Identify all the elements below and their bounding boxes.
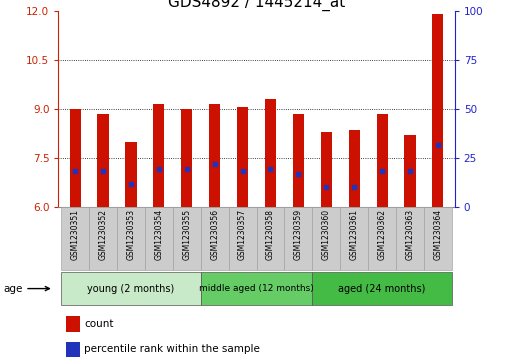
Bar [201, 272, 312, 305]
Text: middle aged (12 months): middle aged (12 months) [199, 284, 314, 293]
Bar [209, 104, 220, 207]
Bar [117, 207, 145, 270]
Bar [321, 132, 332, 207]
Text: GSM1230363: GSM1230363 [405, 209, 415, 260]
Bar [173, 207, 201, 270]
Bar [125, 142, 137, 207]
Text: young (2 months): young (2 months) [87, 284, 175, 294]
Text: GSM1230357: GSM1230357 [238, 209, 247, 260]
Bar [70, 109, 81, 207]
Bar [312, 272, 452, 305]
Bar [89, 207, 117, 270]
Bar [61, 207, 89, 270]
Text: GSM1230362: GSM1230362 [377, 209, 387, 260]
Bar [98, 114, 109, 207]
Bar [312, 207, 340, 270]
Text: aged (24 months): aged (24 months) [338, 284, 426, 294]
Bar [265, 99, 276, 207]
Text: age: age [3, 284, 49, 294]
Text: GSM1230352: GSM1230352 [99, 209, 108, 260]
Bar [237, 107, 248, 207]
Text: GSM1230360: GSM1230360 [322, 209, 331, 260]
Bar [67, 316, 80, 332]
Text: GSM1230364: GSM1230364 [433, 209, 442, 260]
Text: GSM1230351: GSM1230351 [71, 209, 80, 260]
Bar [348, 130, 360, 207]
Bar [229, 207, 257, 270]
Bar [181, 109, 193, 207]
Bar [153, 104, 165, 207]
Bar [257, 207, 284, 270]
Bar [201, 207, 229, 270]
Bar [284, 207, 312, 270]
Text: GSM1230358: GSM1230358 [266, 209, 275, 260]
Text: GSM1230361: GSM1230361 [350, 209, 359, 260]
Bar [424, 207, 452, 270]
Title: GDS4892 / 1445214_at: GDS4892 / 1445214_at [168, 0, 345, 11]
Bar [145, 207, 173, 270]
Bar [376, 114, 388, 207]
Bar [67, 342, 80, 357]
Text: count: count [84, 319, 114, 329]
Bar [340, 207, 368, 270]
Bar [61, 272, 201, 305]
Text: GSM1230359: GSM1230359 [294, 209, 303, 260]
Text: GSM1230353: GSM1230353 [126, 209, 136, 260]
Bar [368, 207, 396, 270]
Bar [432, 14, 443, 207]
Text: percentile rank within the sample: percentile rank within the sample [84, 344, 260, 355]
Text: GSM1230354: GSM1230354 [154, 209, 164, 260]
Bar [404, 135, 416, 207]
Bar [396, 207, 424, 270]
Text: GSM1230356: GSM1230356 [210, 209, 219, 260]
Text: GSM1230355: GSM1230355 [182, 209, 192, 260]
Bar [293, 114, 304, 207]
